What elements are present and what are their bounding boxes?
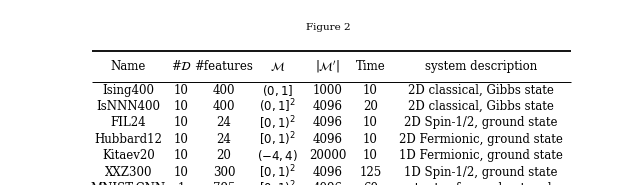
Text: 300: 300	[212, 166, 236, 179]
Text: 10: 10	[363, 84, 378, 97]
Text: 1: 1	[178, 182, 185, 185]
Text: 125: 125	[359, 166, 381, 179]
Text: 10: 10	[174, 117, 189, 130]
Text: outputs of neural networks: outputs of neural networks	[400, 182, 561, 185]
Text: 10: 10	[363, 117, 378, 130]
Text: 400: 400	[212, 84, 236, 97]
Text: 10: 10	[363, 133, 378, 146]
Text: 4096: 4096	[313, 117, 343, 130]
Text: 4096: 4096	[313, 133, 343, 146]
Text: 2D Spin-1/2, ground state: 2D Spin-1/2, ground state	[404, 117, 557, 130]
Text: 4096: 4096	[313, 100, 343, 113]
Text: $\mathcal{M}$: $\mathcal{M}$	[269, 60, 285, 73]
Text: 20: 20	[363, 100, 378, 113]
Text: $[0,1)^2$: $[0,1)^2$	[259, 163, 296, 181]
Text: Ising400: Ising400	[102, 84, 154, 97]
Text: #$\mathcal{D}$: #$\mathcal{D}$	[171, 59, 192, 73]
Text: 10: 10	[174, 100, 189, 113]
Text: 795: 795	[212, 182, 236, 185]
Text: 400: 400	[212, 100, 236, 113]
Text: IsNNN400: IsNNN400	[96, 100, 160, 113]
Text: 4096: 4096	[313, 166, 343, 179]
Text: 20000: 20000	[309, 149, 346, 162]
Text: FIL24: FIL24	[111, 117, 146, 130]
Text: 10: 10	[174, 84, 189, 97]
Text: 1D Spin-1/2, ground state: 1D Spin-1/2, ground state	[404, 166, 557, 179]
Text: $(0,1]^2$: $(0,1]^2$	[259, 98, 296, 115]
Text: $(-4,4)$: $(-4,4)$	[257, 148, 298, 163]
Text: 10: 10	[363, 149, 378, 162]
Text: 2D Fermionic, ground state: 2D Fermionic, ground state	[399, 133, 563, 146]
Text: 2D classical, Gibbs state: 2D classical, Gibbs state	[408, 100, 554, 113]
Text: 4096: 4096	[313, 182, 343, 185]
Text: 1000: 1000	[313, 84, 342, 97]
Text: $[0,1)^2$: $[0,1)^2$	[259, 114, 296, 132]
Text: $(0,1]$: $(0,1]$	[262, 83, 292, 98]
Text: 2D classical, Gibbs state: 2D classical, Gibbs state	[408, 84, 554, 97]
Text: system description: system description	[424, 60, 537, 73]
Text: Name: Name	[111, 60, 146, 73]
Text: #features: #features	[195, 60, 253, 73]
Text: 60: 60	[363, 182, 378, 185]
Text: MNIST-CNN: MNIST-CNN	[91, 182, 166, 185]
Text: 20: 20	[216, 149, 232, 162]
Text: 24: 24	[216, 117, 232, 130]
Text: Hubbard12: Hubbard12	[94, 133, 162, 146]
Text: XXZ300: XXZ300	[104, 166, 152, 179]
Text: $|\mathcal{M}'|$: $|\mathcal{M}'|$	[316, 58, 340, 75]
Text: Figure 2: Figure 2	[306, 23, 350, 32]
Text: 24: 24	[216, 133, 232, 146]
Text: 1D Fermionic, ground state: 1D Fermionic, ground state	[399, 149, 563, 162]
Text: 10: 10	[174, 166, 189, 179]
Text: Time: Time	[355, 60, 385, 73]
Text: $[0,1)^2$: $[0,1)^2$	[259, 180, 296, 185]
Text: 10: 10	[174, 133, 189, 146]
Text: $[0,1)^2$: $[0,1)^2$	[259, 131, 296, 148]
Text: Kitaev20: Kitaev20	[102, 149, 155, 162]
Text: 10: 10	[174, 149, 189, 162]
